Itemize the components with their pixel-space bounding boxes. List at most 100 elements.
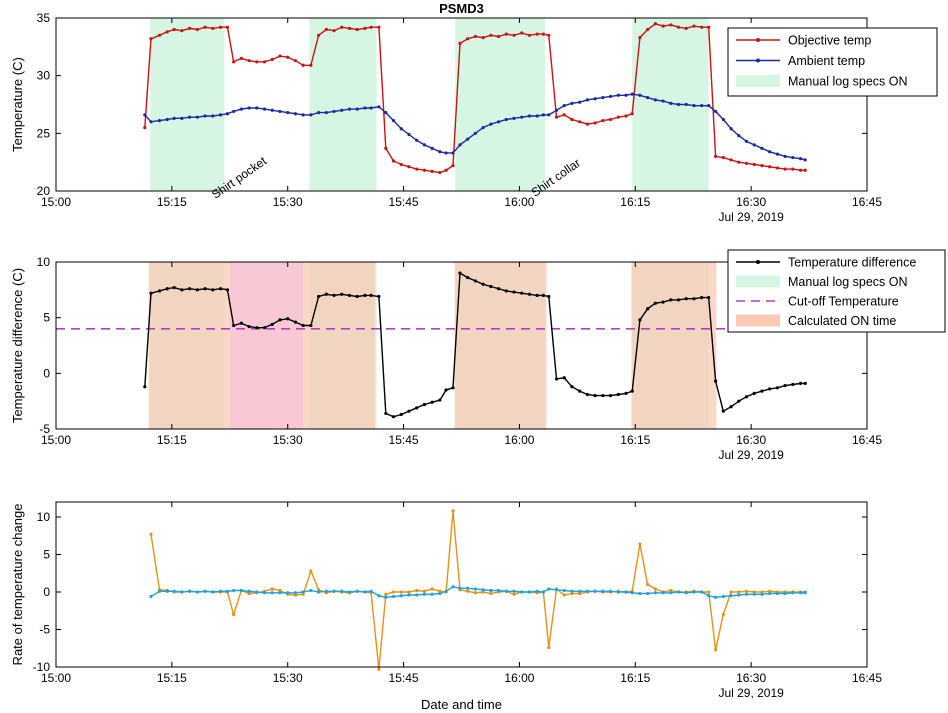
data-point	[684, 102, 688, 107]
data-point	[407, 165, 411, 169]
x-axis-label: Date and time	[421, 697, 502, 712]
data-point	[601, 589, 605, 593]
data-point	[798, 157, 803, 161]
data-point	[760, 590, 764, 594]
data-point	[165, 30, 169, 34]
data-point	[255, 60, 259, 64]
y-tick-label: 0	[43, 366, 50, 380]
data-point	[547, 113, 551, 117]
data-point	[286, 591, 290, 595]
data-point	[430, 592, 434, 596]
data-point	[791, 382, 795, 387]
panel-2	[55, 261, 868, 430]
y-tick-label: 5	[43, 548, 50, 562]
data-point	[218, 287, 223, 291]
x-tick-label: 15:45	[389, 671, 419, 685]
data-point	[309, 63, 313, 67]
data-point	[203, 589, 207, 593]
data-point	[407, 590, 411, 594]
data-point	[504, 589, 508, 593]
data-point	[473, 591, 478, 595]
data-point	[203, 114, 207, 118]
data-point	[180, 116, 184, 120]
legend-swatch-marker	[756, 38, 760, 42]
data-point	[562, 376, 566, 380]
axes-box	[55, 501, 868, 668]
data-point	[624, 590, 628, 594]
data-point	[369, 25, 373, 29]
data-point	[211, 590, 215, 594]
data-point	[301, 63, 305, 67]
data-point	[340, 589, 344, 593]
data-point	[585, 122, 589, 126]
data-point	[752, 162, 756, 167]
data-point	[616, 590, 620, 594]
data-point	[646, 27, 650, 32]
data-point	[593, 394, 597, 398]
data-point	[384, 411, 388, 416]
data-point	[286, 110, 290, 115]
data-point	[422, 402, 427, 407]
data-point	[430, 587, 434, 591]
axes-box	[55, 17, 868, 192]
data-point	[496, 34, 501, 39]
data-point	[466, 275, 470, 280]
data-point	[535, 32, 539, 36]
data-point	[638, 93, 642, 97]
data-point	[466, 137, 470, 141]
data-point	[768, 387, 772, 391]
legend-swatch-marker	[756, 58, 760, 63]
data-point	[684, 591, 688, 595]
data-point	[684, 26, 688, 30]
data-point	[638, 542, 642, 546]
data-point	[317, 110, 321, 115]
data-point	[737, 590, 741, 594]
x-tick-label: 15:30	[273, 195, 303, 209]
data-point	[646, 307, 650, 311]
legend-swatch-patch	[736, 275, 780, 288]
data-point	[775, 152, 780, 156]
data-point	[270, 57, 274, 62]
data-point	[451, 386, 455, 390]
x-tick-label: 15:30	[273, 671, 303, 685]
data-point	[293, 59, 298, 63]
data-point	[653, 301, 657, 305]
data-point	[489, 591, 493, 596]
data-point	[768, 591, 772, 596]
data-point	[616, 392, 620, 397]
data-point	[744, 395, 749, 399]
x-tick-label: 16:00	[504, 433, 534, 447]
panel-3	[55, 501, 868, 671]
data-point	[653, 98, 657, 102]
data-point	[211, 288, 215, 292]
data-point	[309, 113, 313, 117]
data-point	[149, 37, 153, 41]
data-point	[262, 326, 267, 330]
data-point	[585, 98, 589, 102]
data-point	[399, 127, 403, 131]
y-axis-label: Temperature (C)	[10, 57, 25, 152]
data-point	[255, 326, 259, 330]
data-point	[143, 113, 147, 117]
data-point	[143, 385, 147, 389]
data-point	[783, 167, 787, 171]
data-point	[430, 400, 434, 404]
data-point	[520, 291, 524, 295]
data-point	[512, 589, 516, 593]
data-point	[466, 589, 470, 593]
data-point	[172, 27, 176, 32]
data-point	[309, 569, 313, 573]
data-point	[768, 150, 772, 154]
data-point	[473, 279, 478, 283]
data-point	[369, 589, 373, 593]
x-tick-label: 16:15	[620, 195, 650, 209]
data-point	[661, 591, 665, 595]
data-point	[676, 102, 681, 107]
legend-label: Cut-off Temperature	[788, 295, 899, 309]
legend-swatch-patch	[736, 75, 780, 87]
data-point	[157, 33, 162, 37]
x-tick-label: 15:30	[273, 433, 303, 447]
data-point	[340, 108, 344, 112]
data-point	[593, 97, 597, 101]
data-point	[630, 92, 634, 96]
